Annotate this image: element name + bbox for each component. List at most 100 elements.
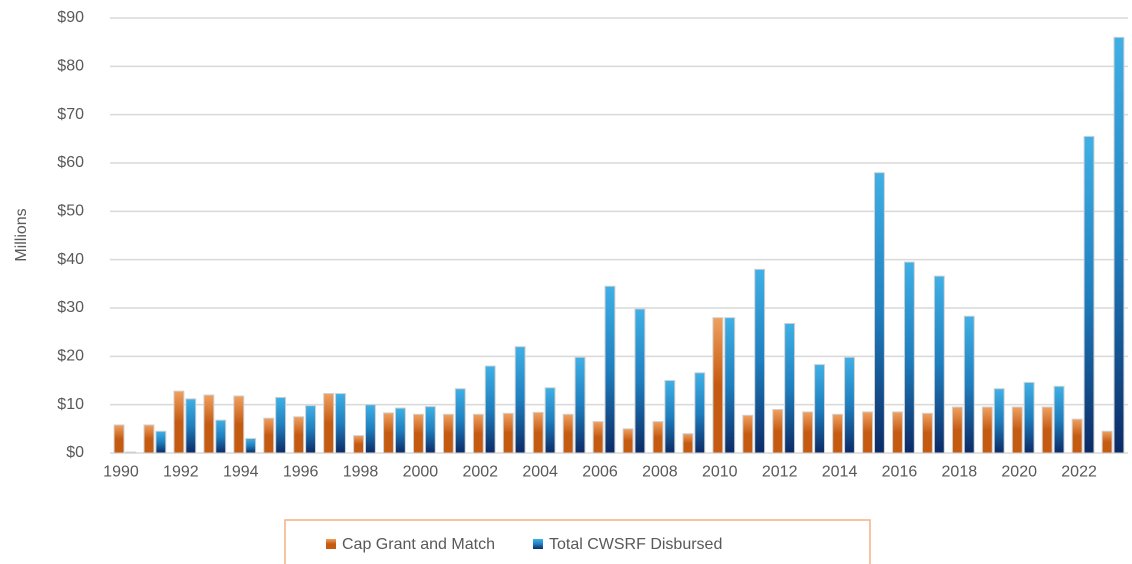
bar bbox=[562, 413, 574, 454]
bar bbox=[442, 413, 454, 454]
bar bbox=[844, 356, 855, 454]
bar bbox=[772, 409, 784, 454]
bar bbox=[1053, 385, 1065, 454]
bar bbox=[634, 308, 646, 454]
x-tick-label: 2014 bbox=[822, 463, 858, 480]
bar bbox=[173, 390, 185, 454]
x-tick-label: 2008 bbox=[642, 463, 678, 480]
x-tick-label: 2020 bbox=[1001, 463, 1037, 480]
bar bbox=[892, 411, 903, 454]
x-tick-label: 2022 bbox=[1061, 463, 1097, 480]
x-tick-label: 1996 bbox=[283, 463, 319, 480]
bar bbox=[1113, 36, 1125, 454]
bar bbox=[125, 451, 137, 454]
bar bbox=[622, 428, 634, 454]
x-tick-label: 2012 bbox=[762, 463, 798, 480]
bar bbox=[604, 285, 616, 454]
bar bbox=[502, 412, 514, 454]
bar bbox=[275, 396, 287, 454]
bar bbox=[802, 411, 814, 454]
bar bbox=[754, 268, 766, 454]
bar bbox=[454, 388, 466, 454]
bar bbox=[592, 421, 604, 454]
bar bbox=[1083, 135, 1095, 454]
bar bbox=[694, 372, 706, 454]
x-tick-label: 2006 bbox=[582, 463, 618, 480]
bar bbox=[215, 419, 227, 454]
bar bbox=[951, 406, 963, 454]
bar bbox=[742, 414, 754, 454]
x-tick-label: 2010 bbox=[702, 463, 738, 480]
bar bbox=[413, 413, 424, 454]
bar bbox=[185, 398, 197, 454]
bar bbox=[293, 416, 305, 454]
bar bbox=[424, 406, 436, 454]
bar bbox=[724, 317, 736, 454]
bar bbox=[1101, 430, 1113, 454]
bar bbox=[652, 421, 664, 454]
bar bbox=[664, 380, 676, 454]
x-tick-label: 2016 bbox=[882, 463, 918, 480]
legend-swatch bbox=[326, 539, 336, 549]
y-tick-label: $70 bbox=[57, 106, 84, 123]
bar bbox=[862, 411, 873, 454]
bar bbox=[832, 413, 844, 454]
bar bbox=[472, 413, 484, 454]
bar bbox=[1011, 406, 1023, 454]
bar bbox=[993, 388, 1005, 454]
y-tick-label: $0 bbox=[66, 444, 84, 461]
bar bbox=[903, 261, 915, 454]
bar bbox=[155, 430, 167, 454]
bar bbox=[323, 393, 335, 454]
y-tick-label: $80 bbox=[57, 58, 84, 75]
legend-box bbox=[284, 519, 871, 564]
bar bbox=[814, 364, 825, 454]
bar bbox=[484, 365, 496, 454]
bar bbox=[514, 346, 526, 454]
y-tick-label: $60 bbox=[57, 154, 84, 171]
legend-swatch bbox=[532, 539, 543, 549]
bar bbox=[933, 275, 945, 454]
y-tick-label: $90 bbox=[57, 9, 84, 26]
y-tick-label: $40 bbox=[57, 251, 84, 268]
bar bbox=[233, 395, 245, 454]
bar bbox=[1071, 418, 1083, 454]
legend-label: Total CWSRF Disbursed bbox=[549, 536, 722, 553]
bar bbox=[365, 404, 376, 454]
x-tick-label: 1994 bbox=[223, 463, 259, 480]
bar bbox=[981, 406, 993, 454]
bar bbox=[922, 412, 933, 454]
x-tick-label: 1990 bbox=[103, 463, 139, 480]
bar bbox=[784, 322, 796, 454]
bar bbox=[712, 317, 724, 454]
y-tick-label: $30 bbox=[57, 299, 84, 316]
x-tick-label: 2000 bbox=[403, 463, 439, 480]
x-tick-label: 2018 bbox=[942, 463, 978, 480]
bar bbox=[113, 424, 125, 454]
bar bbox=[532, 411, 544, 454]
x-tick-label: 2002 bbox=[462, 463, 498, 480]
y-tick-label: $20 bbox=[57, 348, 84, 365]
y-axis-title: Millions bbox=[13, 208, 30, 261]
bar bbox=[682, 433, 694, 454]
bar bbox=[1041, 406, 1053, 454]
x-tick-label: 2004 bbox=[522, 463, 558, 480]
bar bbox=[963, 315, 975, 454]
legend-label: Cap Grant and Match bbox=[342, 536, 495, 553]
bar bbox=[383, 412, 394, 454]
bar bbox=[203, 394, 215, 454]
x-tick-label: 1992 bbox=[163, 463, 199, 480]
bar bbox=[245, 438, 257, 454]
bar bbox=[335, 393, 346, 454]
y-tick-label: $10 bbox=[57, 396, 84, 413]
bar bbox=[263, 417, 275, 454]
bar bbox=[353, 435, 365, 454]
bar bbox=[574, 356, 586, 454]
x-tick-label: 1998 bbox=[343, 463, 379, 480]
bar bbox=[143, 424, 155, 454]
bar bbox=[874, 172, 885, 454]
bar bbox=[305, 405, 316, 454]
bar bbox=[544, 387, 556, 454]
y-tick-label: $50 bbox=[57, 203, 84, 220]
